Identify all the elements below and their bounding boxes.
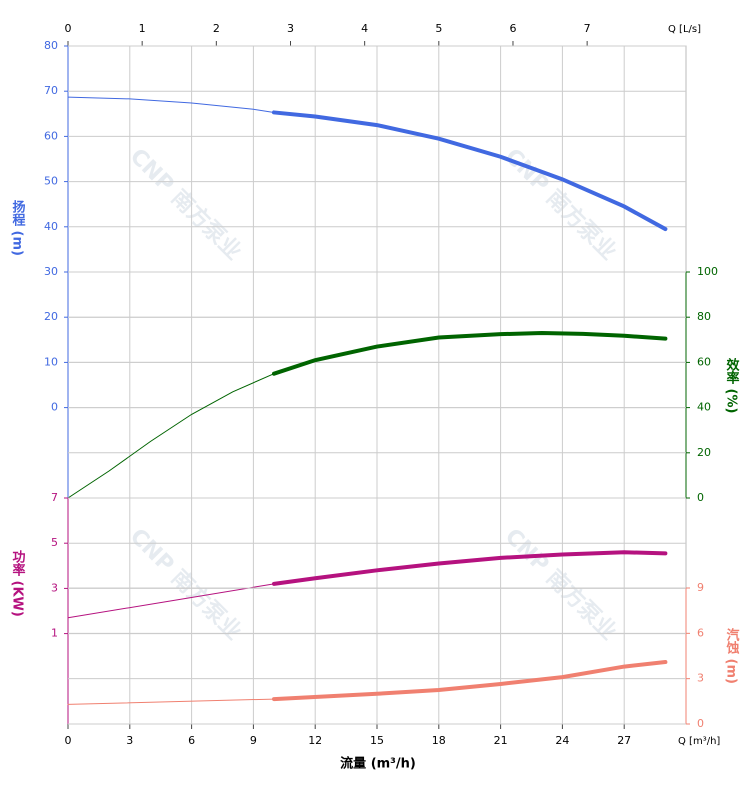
y-tick-label: 30	[44, 265, 58, 278]
y-tick-label: 0	[697, 717, 704, 730]
curve-thin	[67, 583, 275, 619]
y-tick-label: 40	[697, 401, 711, 414]
curve-operating	[272, 331, 668, 376]
x-tick-label: 12	[308, 734, 322, 747]
y-tick-label: 3	[51, 581, 58, 594]
x2-unit-label: Q [L/s]	[668, 24, 701, 35]
x-tick-label: 27	[617, 734, 631, 747]
y-tick-label: 7	[51, 491, 58, 504]
y-tick-label: 100	[697, 265, 718, 278]
x-tick-label: 24	[555, 734, 569, 747]
watermark: CNP 南方泵业	[500, 523, 622, 645]
watermark: CNP 南方泵业	[125, 143, 247, 265]
curve-thin	[67, 96, 275, 113]
curve-operating	[272, 550, 668, 586]
x-tick-label: 15	[370, 734, 384, 747]
x2-tick-label: 1	[139, 22, 146, 35]
x2-tick-label: 4	[361, 22, 368, 35]
axis-title: 汽蚀 (m)	[724, 627, 741, 684]
x-tick-label: 6	[188, 734, 195, 747]
y-tick-label: 70	[44, 84, 58, 97]
y-tick-label: 40	[44, 220, 58, 233]
y-tick-label: 80	[44, 39, 58, 52]
x-tick-label: 18	[432, 734, 446, 747]
y-tick-label: 20	[697, 446, 711, 459]
y-tick-label: 10	[44, 355, 58, 368]
axis-title: 扬程 (m)	[10, 199, 26, 256]
y-tick-label: 6	[697, 626, 704, 639]
curve-thin	[67, 698, 275, 705]
x-unit-label: Q [m³/h]	[678, 736, 720, 747]
y-tick-label: 50	[44, 175, 58, 188]
y-tick-label: 0	[51, 401, 58, 414]
x-tick-label: 3	[126, 734, 133, 747]
x2-tick-label: 6	[509, 22, 516, 35]
y-tick-label: 1	[51, 627, 58, 640]
x-tick-label: 21	[494, 734, 508, 747]
axis-title: 效率 (%)	[724, 357, 740, 413]
x-tick-label: 0	[65, 734, 72, 747]
y-tick-label: 80	[697, 310, 711, 323]
x2-tick-label: 2	[213, 22, 220, 35]
x-tick-label: 9	[250, 734, 257, 747]
curve-operating	[272, 110, 668, 232]
curve-thin	[67, 373, 275, 499]
y-tick-label: 0	[697, 491, 704, 504]
curve-operating	[272, 660, 668, 702]
y-tick-label: 20	[44, 310, 58, 323]
x2-tick-label: 3	[287, 22, 294, 35]
x2-tick-label: 0	[65, 22, 72, 35]
y-tick-label: 3	[697, 672, 704, 685]
axis-title: 功率 (KW)	[10, 550, 26, 617]
x2-tick-label: 5	[435, 22, 442, 35]
watermark: CNP 南方泵业	[125, 523, 247, 645]
y-tick-label: 60	[697, 355, 711, 368]
x-axis-title: 流量 (m³/h)	[340, 756, 416, 772]
y-tick-label: 5	[51, 536, 58, 549]
y-tick-label: 60	[44, 129, 58, 142]
x2-tick-label: 7	[584, 22, 591, 35]
y-tick-label: 9	[697, 581, 704, 594]
